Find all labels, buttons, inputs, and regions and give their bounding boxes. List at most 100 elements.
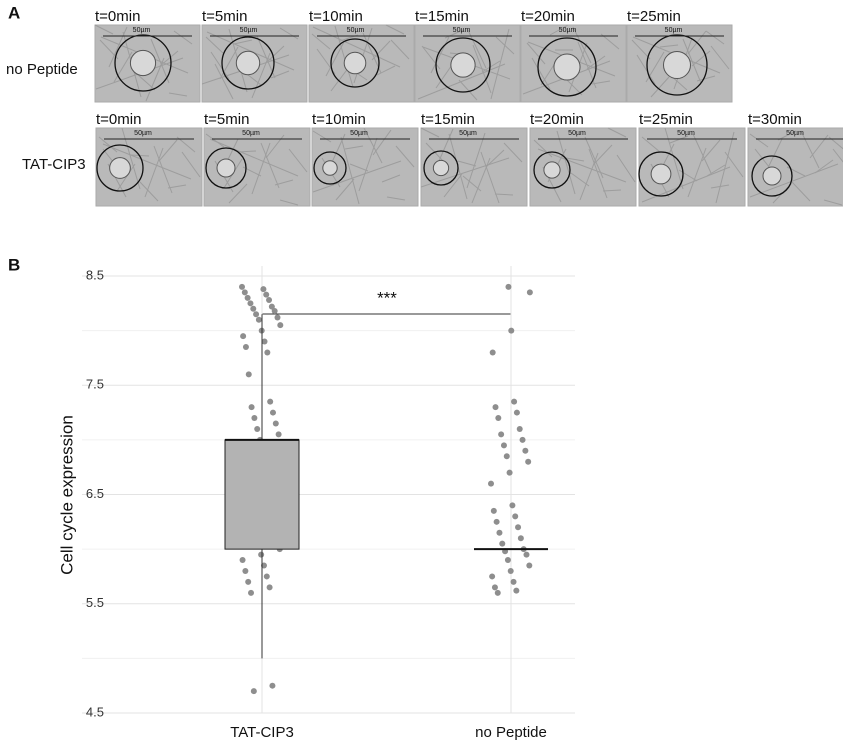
point (253, 311, 259, 317)
point (505, 557, 511, 563)
point (246, 371, 252, 377)
significance-bracket (262, 314, 511, 325)
time-label: t=20min (521, 8, 575, 25)
micrograph: 50µm (627, 25, 732, 102)
x-tick-label: no Peptide (475, 724, 547, 741)
point (518, 535, 524, 541)
point (240, 333, 246, 339)
cell (433, 160, 448, 175)
cell (651, 164, 671, 184)
y-tick-label: 5.5 (86, 595, 104, 610)
scale-bar-label: 50µm (786, 130, 804, 137)
point (495, 415, 501, 421)
time-label: t=5min (202, 8, 247, 25)
time-label: t=15min (415, 8, 469, 25)
y-tick-label: 8.5 (86, 267, 104, 282)
panel-label: A (8, 3, 20, 22)
point (264, 349, 270, 355)
point (495, 590, 501, 596)
scale-bar-label: 50µm (559, 27, 577, 34)
point (258, 552, 264, 558)
point (492, 584, 498, 590)
point (526, 563, 532, 569)
time-label: t=10min (312, 111, 366, 128)
point (511, 399, 517, 405)
point (496, 530, 502, 536)
point (507, 470, 513, 476)
micrograph: 50µm (521, 25, 626, 102)
point (245, 295, 251, 301)
scale-bar-label: 50µm (568, 130, 586, 137)
significance-label: *** (377, 288, 397, 307)
point (240, 557, 246, 563)
point (511, 579, 517, 585)
row-label: TAT-CIP3 (22, 156, 86, 173)
y-tick-label: 7.5 (86, 377, 104, 392)
point (248, 590, 254, 596)
point (267, 584, 273, 590)
point (512, 513, 518, 519)
point (251, 415, 257, 421)
scale-bar-label: 50µm (350, 130, 368, 137)
micrograph: 50µm (312, 128, 418, 206)
point (527, 289, 533, 295)
point (274, 315, 280, 321)
point (514, 410, 520, 416)
point (243, 344, 249, 350)
point (489, 573, 495, 579)
micrograph: 50µm (639, 128, 745, 206)
cell (451, 53, 475, 77)
scale-bar-label: 50µm (133, 27, 151, 34)
time-label: t=25min (627, 8, 681, 25)
y-tick-label: 4.5 (86, 704, 104, 719)
y-tick-label: 6.5 (86, 486, 104, 501)
point (251, 688, 257, 694)
point (490, 349, 496, 355)
point (515, 524, 521, 530)
cell (344, 52, 366, 74)
point (508, 328, 514, 334)
point (239, 284, 245, 290)
point (266, 297, 272, 303)
micrograph: 50µm (530, 128, 636, 206)
time-label: t=25min (639, 111, 693, 128)
cell (217, 159, 235, 177)
cell (110, 158, 131, 179)
point (520, 437, 526, 443)
scale-bar-label: 50µm (459, 130, 477, 137)
point (509, 502, 515, 508)
point (505, 284, 511, 290)
cell (554, 54, 580, 80)
micrograph: 50µm (748, 128, 843, 206)
point (263, 292, 269, 298)
point (270, 410, 276, 416)
point (525, 459, 531, 465)
row-label: no Peptide (6, 61, 78, 78)
scale-bar-label: 50µm (240, 27, 258, 34)
scale-bar-label: 50µm (677, 130, 695, 137)
point (245, 579, 251, 585)
time-label: t=0min (96, 111, 141, 128)
micrograph: 50µm (95, 25, 200, 102)
point (254, 426, 260, 432)
cell (763, 167, 781, 185)
point (513, 588, 519, 594)
scale-bar-label: 50µm (453, 27, 471, 34)
cell (323, 161, 337, 175)
cell (664, 52, 691, 79)
box (225, 440, 299, 549)
point (273, 420, 279, 426)
point (276, 431, 282, 437)
panel-label: B (8, 255, 20, 274)
time-label: t=10min (309, 8, 363, 25)
point (242, 289, 248, 295)
point (493, 404, 499, 410)
scale-bar-label: 50µm (242, 130, 260, 137)
point (247, 300, 253, 306)
point (269, 683, 275, 689)
time-label: t=30min (748, 111, 802, 128)
point (242, 568, 248, 574)
point (501, 442, 507, 448)
point (508, 568, 514, 574)
point (499, 541, 505, 547)
